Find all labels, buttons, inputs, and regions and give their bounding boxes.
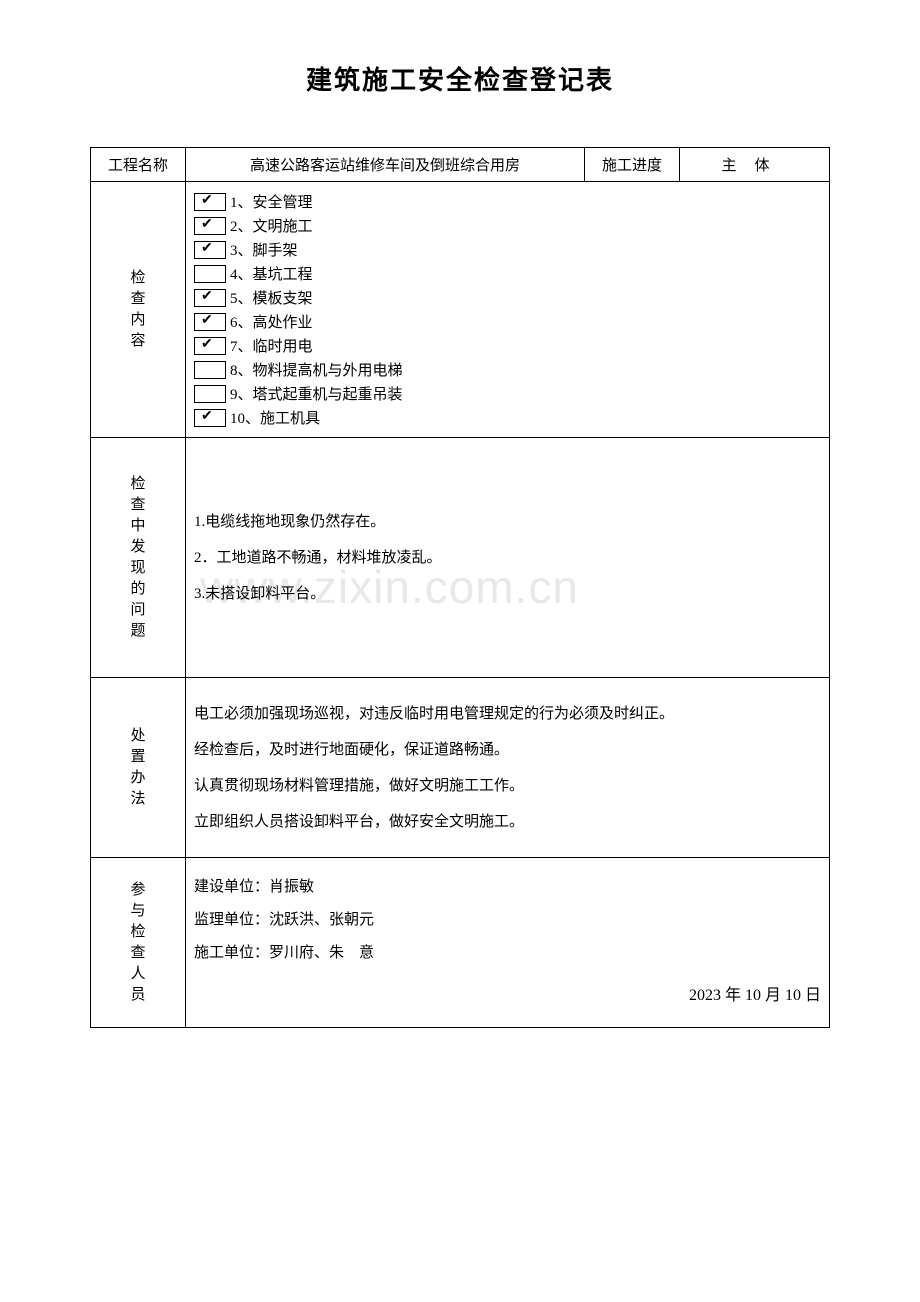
measures-label-text: 处置办法 <box>131 726 146 810</box>
checkbox-icon <box>194 409 226 427</box>
check-item: 1、安全管理 <box>194 191 821 212</box>
check-item-label: 7、临时用电 <box>230 335 313 356</box>
issue-line: 1.电缆线拖地现象仍然存在。 <box>194 507 821 537</box>
check-item: 2、文明施工 <box>194 215 821 236</box>
participants-label: 参与检查人员 <box>91 858 186 1028</box>
checklist-row: 检查内容 1、安全管理 2、文明施工 3、脚手架 4、基坑工程 5、模板支架 6、高处作业… <box>91 182 830 438</box>
checklist-label-text: 检查内容 <box>131 268 146 352</box>
page-title: 建筑施工安全检查登记表 <box>90 60 830 97</box>
checklist-label: 检查内容 <box>91 182 186 438</box>
check-item-label: 2、文明施工 <box>230 215 313 236</box>
check-item-label: 10、施工机具 <box>230 407 320 428</box>
checkbox-icon <box>194 265 226 283</box>
inspection-table: 工程名称 高速公路客运站维修车间及倒班综合用房 施工进度 主体 检查内容 1、安… <box>90 147 830 1028</box>
check-item: 8、物料提高机与外用电梯 <box>194 359 821 380</box>
check-item-label: 1、安全管理 <box>230 191 313 212</box>
measure-line: 认真贯彻现场材料管理措施，做好文明施工工作。 <box>194 771 821 801</box>
progress-label: 施工进度 <box>585 148 680 182</box>
check-item-label: 9、塔式起重机与起重吊装 <box>230 383 403 404</box>
measures-row: 处置办法 电工必须加强现场巡视，对违反临时用电管理规定的行为必须及时纠正。经检查… <box>91 678 830 858</box>
participants-content: 建设单位：肖振敏监理单位：沈跃洪、张朝元施工单位：罗川府、朱 意 2023 年 … <box>186 858 830 1028</box>
issues-content: 1.电缆线拖地现象仍然存在。 2．工地道路不畅通，材料堆放凌乱。 3.未搭设卸料平台… <box>186 438 830 678</box>
check-item: 10、施工机具 <box>194 407 821 428</box>
check-item: 3、脚手架 <box>194 239 821 260</box>
measures-label: 处置办法 <box>91 678 186 858</box>
check-item-label: 4、基坑工程 <box>230 263 313 284</box>
checkbox-icon <box>194 289 226 307</box>
checkbox-icon <box>194 337 226 355</box>
participant-line: 建设单位：肖振敏 <box>194 871 821 904</box>
participant-line: 监理单位：沈跃洪、张朝元 <box>194 904 821 937</box>
checkbox-icon <box>194 217 226 235</box>
issue-line: 3.未搭设卸料平台。 <box>194 579 821 609</box>
participants-row: 参与检查人员 建设单位：肖振敏监理单位：沈跃洪、张朝元施工单位：罗川府、朱 意 … <box>91 858 830 1028</box>
issues-label-text: 检查中发现的问题 <box>131 474 146 642</box>
issues-label: 检查中发现的问题 <box>91 438 186 678</box>
issue-line: 2．工地道路不畅通，材料堆放凌乱。 <box>194 543 821 573</box>
issues-row: 检查中发现的问题 1.电缆线拖地现象仍然存在。 2．工地道路不畅通，材料堆放凌乱。… <box>91 438 830 678</box>
header-row: 工程名称 高速公路客运站维修车间及倒班综合用房 施工进度 主体 <box>91 148 830 182</box>
measure-line: 经检查后，及时进行地面硬化，保证道路畅通。 <box>194 735 821 765</box>
measures-content: 电工必须加强现场巡视，对违反临时用电管理规定的行为必须及时纠正。经检查后，及时进… <box>186 678 830 858</box>
checkbox-icon <box>194 385 226 403</box>
check-item: 5、模板支架 <box>194 287 821 308</box>
check-item: 4、基坑工程 <box>194 263 821 284</box>
checkbox-icon <box>194 361 226 379</box>
check-item-label: 3、脚手架 <box>230 239 298 260</box>
check-item-label: 8、物料提高机与外用电梯 <box>230 359 403 380</box>
participants-label-text: 参与检查人员 <box>131 880 146 1006</box>
checkbox-icon <box>194 313 226 331</box>
measure-line: 电工必须加强现场巡视，对违反临时用电管理规定的行为必须及时纠正。 <box>194 699 821 729</box>
checkbox-icon <box>194 193 226 211</box>
progress-value: 主体 <box>680 148 830 182</box>
check-item: 6、高处作业 <box>194 311 821 332</box>
inspection-date: 2023 年 10 月 10 日 <box>194 978 821 1013</box>
project-name: 高速公路客运站维修车间及倒班综合用房 <box>186 148 585 182</box>
check-item: 9、塔式起重机与起重吊装 <box>194 383 821 404</box>
checkbox-icon <box>194 241 226 259</box>
check-item-label: 5、模板支架 <box>230 287 313 308</box>
check-item: 7、临时用电 <box>194 335 821 356</box>
measure-line: 立即组织人员搭设卸料平台，做好安全文明施工。 <box>194 807 821 837</box>
check-item-label: 6、高处作业 <box>230 311 313 332</box>
project-label: 工程名称 <box>91 148 186 182</box>
participant-line: 施工单位：罗川府、朱 意 <box>194 937 821 970</box>
checklist-content: 1、安全管理 2、文明施工 3、脚手架 4、基坑工程 5、模板支架 6、高处作业 7、临时用… <box>186 182 830 438</box>
